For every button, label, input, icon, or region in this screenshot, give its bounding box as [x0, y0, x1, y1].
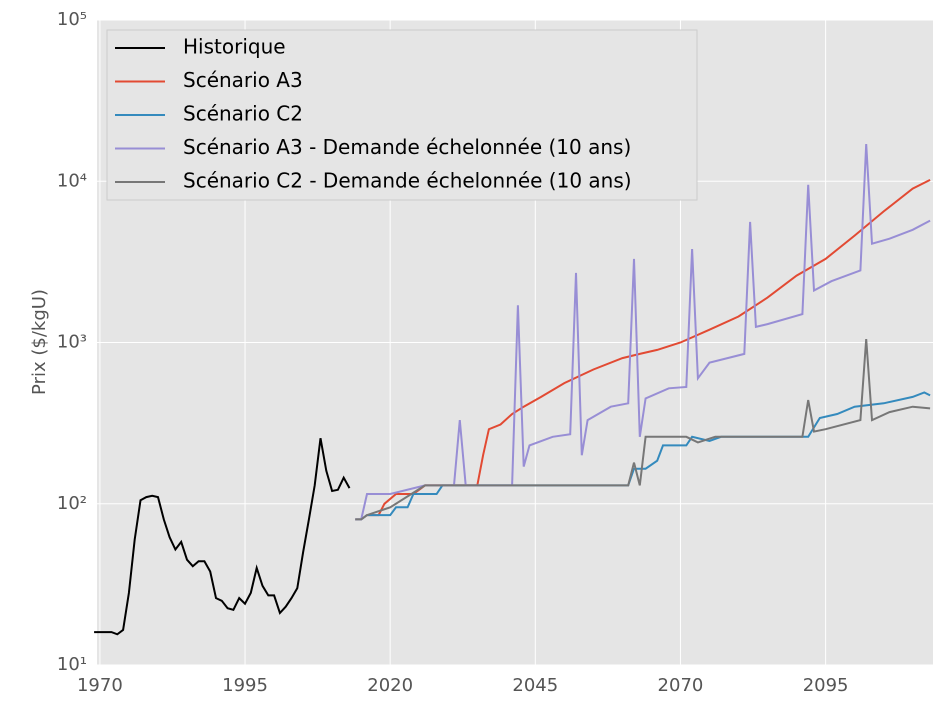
line — [355, 391, 931, 521]
legend-label: Scénario C2 - Demande échelonnée (10 ans… — [183, 169, 632, 193]
line — [355, 179, 931, 521]
y-tick-label: 10¹ — [57, 654, 87, 675]
y-tick-label: 10⁵ — [57, 9, 87, 30]
y-tick-label: 10² — [57, 493, 87, 514]
x-tick-label: 2070 — [658, 675, 704, 696]
legend-label: Scénario C2 — [183, 102, 303, 126]
line — [355, 339, 931, 521]
line — [355, 144, 931, 521]
x-tick-label: 2020 — [367, 675, 413, 696]
x-tick-label: 2045 — [512, 675, 558, 696]
x-tick-label: 2095 — [803, 675, 849, 696]
x-tick-label: 1995 — [222, 675, 268, 696]
legend-label: Scénario A3 — [183, 68, 303, 92]
y-axis-label: Prix ($/kgU) — [29, 289, 50, 395]
y-tick-label: 10³ — [57, 332, 87, 353]
line — [94, 438, 351, 636]
x-tick-label: 1970 — [77, 675, 123, 696]
y-tick-label: 10⁴ — [57, 170, 87, 191]
legend-label: Historique — [183, 35, 286, 59]
legend-box — [106, 29, 698, 201]
legend-label: Scénario A3 - Demande échelonnée (10 ans… — [183, 135, 631, 159]
